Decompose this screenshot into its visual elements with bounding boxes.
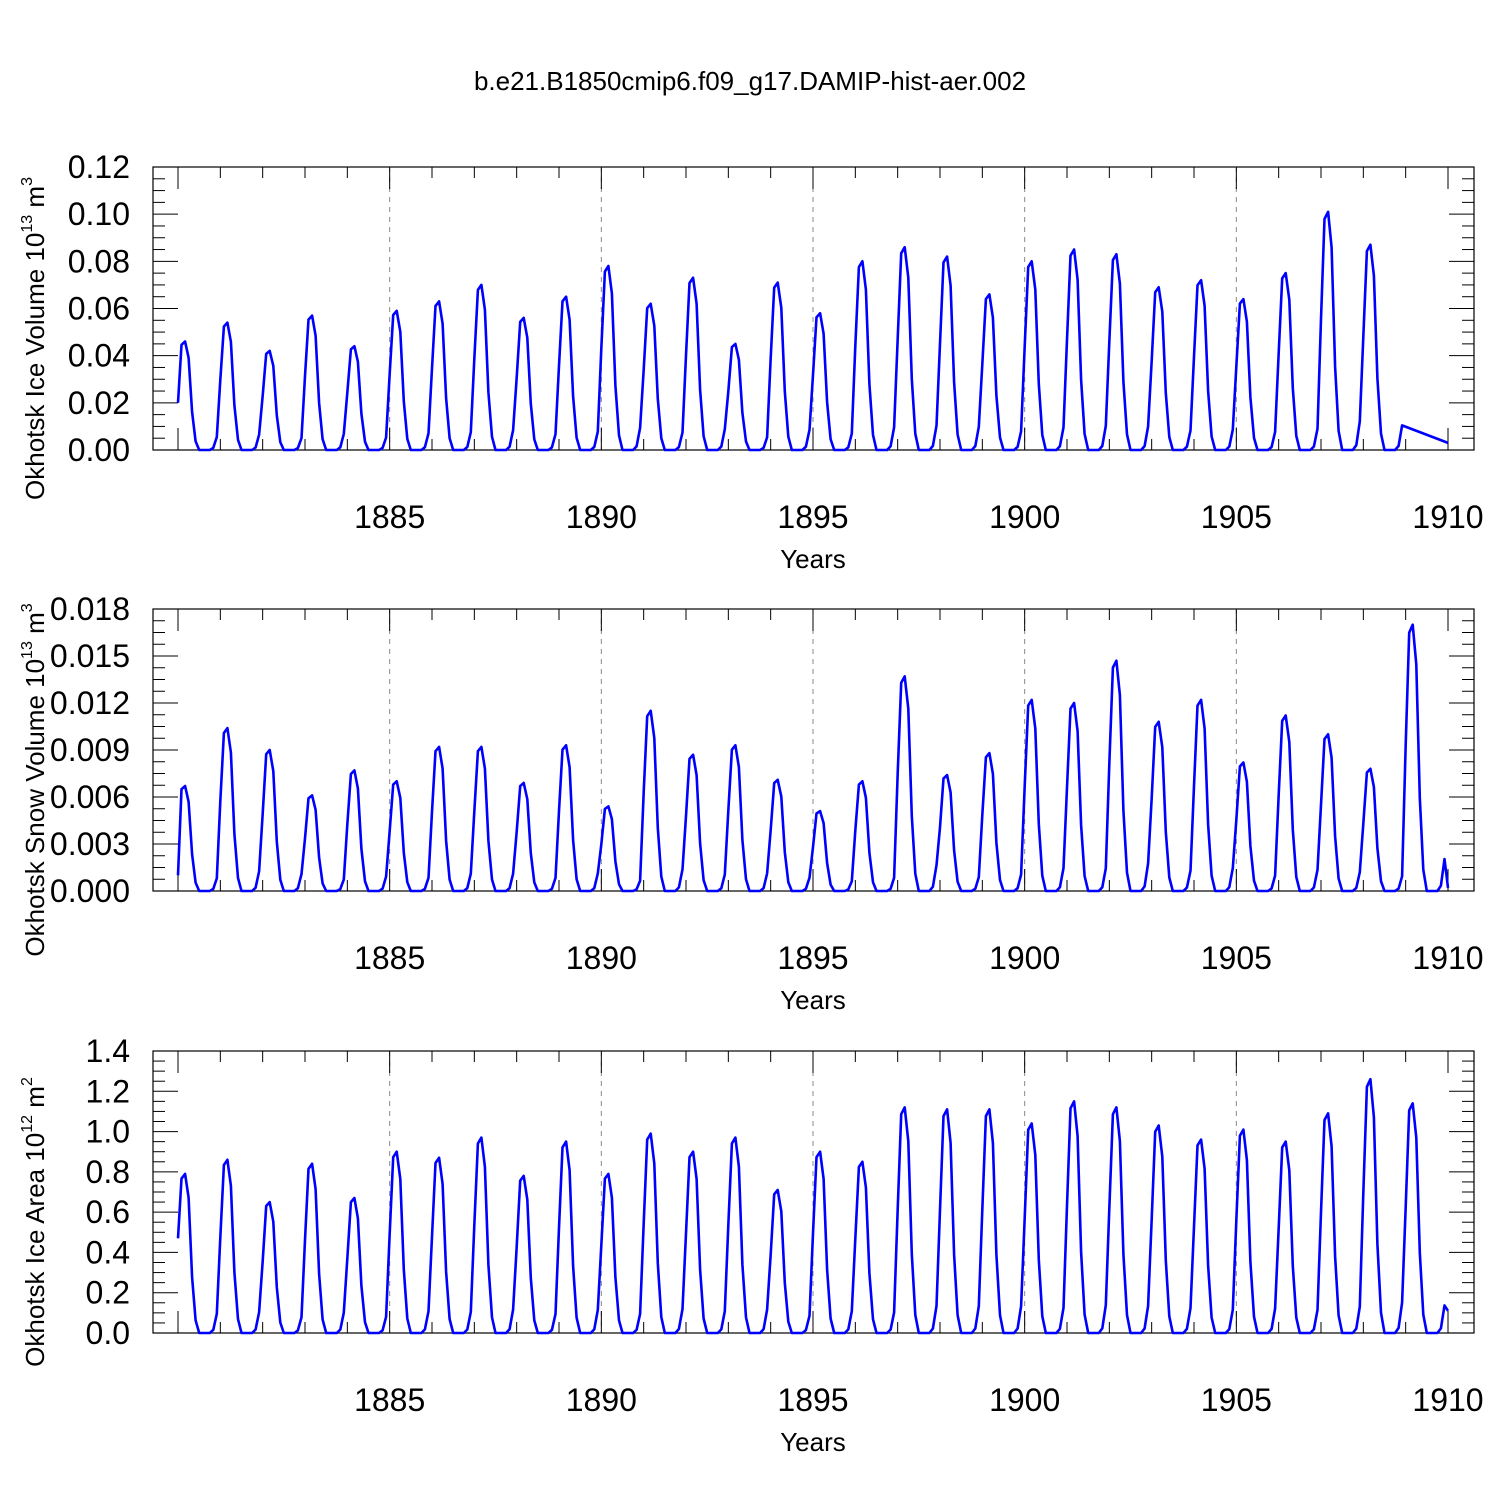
y-tick-label: 0.000	[50, 873, 130, 909]
y-axis-label: Okhotsk Ice Area 1012 m2	[19, 1077, 50, 1367]
x-axis-label: Years	[780, 985, 846, 1015]
y-tick-label: 1.4	[86, 1033, 130, 1069]
x-tick-label: 1910	[1412, 499, 1483, 535]
x-tick-label: 1905	[1201, 940, 1272, 976]
x-tick-label: 1900	[989, 499, 1060, 535]
x-tick-label: 1890	[566, 499, 637, 535]
y-tick-label: 0.12	[68, 149, 130, 185]
y-axis-label: Okhotsk Ice Volume 1013 m3	[19, 177, 50, 500]
x-tick-label: 1900	[989, 1382, 1060, 1418]
y-tick-label: 0.06	[68, 291, 130, 327]
y-tick-label: 0.012	[50, 685, 130, 721]
y-label-unit: m	[20, 186, 50, 215]
y-tick-label: 0.2	[86, 1275, 130, 1311]
x-tick-label: 1910	[1412, 940, 1483, 976]
y-axis-label: Okhotsk Snow Volume 1013 m3	[19, 603, 50, 956]
y-tick-label: 0.00	[68, 432, 130, 468]
y-tick-label: 0.10	[68, 196, 130, 232]
x-tick-label: 1885	[354, 499, 425, 535]
x-tick-label: 1885	[354, 1382, 425, 1418]
series-line-okhotsk-snow-volume	[176, 623, 1450, 893]
figure-title: b.e21.B1850cmip6.f09_g17.DAMIP-hist-aer.…	[474, 66, 1026, 96]
y-label-unit: m	[20, 1086, 50, 1115]
y-label-main: Okhotsk Snow Volume 10	[20, 659, 50, 957]
y-label-unit-exp: 3	[19, 177, 36, 186]
x-tick-label: 1910	[1412, 1382, 1483, 1418]
x-tick-label: 1895	[777, 499, 848, 535]
series-line-okhotsk-ice-volume	[176, 210, 1449, 452]
y-tick-label: 0.018	[50, 591, 130, 627]
y-tick-label: 1.0	[86, 1114, 130, 1150]
y-label-unit-exp: 2	[19, 1077, 36, 1086]
y-tick-label: 0.8	[86, 1154, 130, 1190]
x-tick-label: 1905	[1201, 1382, 1272, 1418]
panel-okhotsk-ice-volume: 0.00 0.02 0.04 0.06 0.08 0.10 0.12 1885 1890 1895…	[19, 149, 1484, 574]
y-label-exp: 13	[19, 215, 36, 233]
x-tick-label: 1900	[989, 940, 1060, 976]
y-tick-label: 0.4	[86, 1234, 130, 1270]
y-tick-label: 0.009	[50, 732, 130, 768]
y-tick-label: 0.08	[68, 243, 130, 279]
panel-okhotsk-ice-area: 0.0 0.2 0.4 0.6 0.8 1.0 1.2 1.4 1885 1890 1895 1900…	[19, 1033, 1484, 1457]
x-tick-label: 1895	[777, 1382, 848, 1418]
y-tick-label: 0.006	[50, 779, 130, 815]
x-tick-label: 1895	[777, 940, 848, 976]
x-axis-label: Years	[780, 1427, 846, 1457]
y-label-exp: 13	[19, 641, 36, 659]
x-tick-label: 1885	[354, 940, 425, 976]
y-label-unit-exp: 3	[19, 603, 36, 612]
x-tick-label: 1890	[566, 940, 637, 976]
y-tick-label: 0.0	[86, 1315, 130, 1351]
y-label-exp: 12	[19, 1115, 36, 1133]
y-tick-label: 0.6	[86, 1194, 130, 1230]
y-tick-label: 0.02	[68, 385, 130, 421]
y-tick-label: 0.015	[50, 638, 130, 674]
x-tick-label: 1905	[1201, 499, 1272, 535]
y-label-unit: m	[20, 612, 50, 641]
x-tick-label: 1890	[566, 1382, 637, 1418]
series-line-okhotsk-ice-area	[176, 1077, 1450, 1335]
y-tick-label: 1.2	[86, 1073, 130, 1109]
y-tick-label: 0.003	[50, 826, 130, 862]
panel-okhotsk-snow-volume: 0.000 0.003 0.006 0.009 0.012 0.015 0.018 1885 1…	[19, 591, 1484, 1015]
x-axis-label: Years	[780, 544, 846, 574]
y-tick-label: 0.04	[68, 338, 130, 374]
y-label-main: Okhotsk Ice Area 10	[20, 1133, 50, 1367]
y-label-main: Okhotsk Ice Volume 10	[20, 233, 50, 500]
